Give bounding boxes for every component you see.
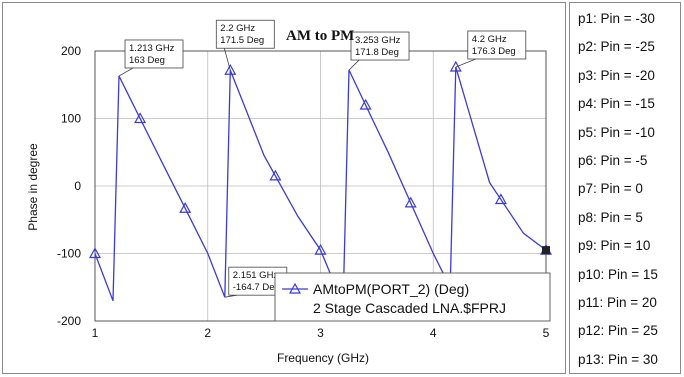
sweep-label-item: p9: Pin = 10 <box>578 238 651 254</box>
sweep-label-item: p2: Pin = -25 <box>578 39 655 55</box>
series-marker <box>314 243 327 255</box>
sweep-label-item: p10: Pin = 15 <box>578 266 658 282</box>
x-tick-label: 2 <box>204 326 211 340</box>
sweep-label-item: p5: Pin = -10 <box>578 124 655 140</box>
x-tick-label: 3 <box>317 326 324 340</box>
sweep-label-item: p13: Pin = 30 <box>578 351 658 367</box>
annotation-leader <box>348 59 360 71</box>
annotation-phase: 171.5 Deg <box>220 35 264 46</box>
sweep-label-item: p7: Pin = 0 <box>578 181 643 197</box>
annotation-box <box>350 31 410 61</box>
annotation-leader <box>118 67 134 77</box>
annotation-phase: 171.8 Deg <box>355 47 399 58</box>
annotation-frequency: 2.151 GHz <box>233 270 279 281</box>
series-line <box>94 66 547 305</box>
sweep-label-item: p11: Pin = 20 <box>578 295 657 310</box>
annotation-phase: -164.7 Deg <box>233 282 280 293</box>
sweep-label-item: p3: Pin = -20 <box>578 67 655 83</box>
series-marker <box>134 112 147 124</box>
chart-legend: AMtoPM(PORT_2) (Deg) 2 Stage Cascaded LN… <box>274 272 551 322</box>
x-axis-label: Frequency (GHz) <box>277 351 369 365</box>
annotation-box <box>124 39 184 69</box>
annotation-phase: 163 Deg <box>129 55 165 66</box>
series-marker <box>224 64 237 75</box>
series-marker <box>359 98 372 110</box>
annotation-phase: 176.3 Deg <box>472 46 516 57</box>
y-tick-label: 100 <box>61 112 81 126</box>
annotation-leader <box>455 58 476 68</box>
sweep-parameter-panel: p1: Pin = -30 p2: Pin = -25 p3: Pin = -20 p… <box>569 2 681 374</box>
annotation-box <box>467 30 527 60</box>
series-marker <box>88 247 102 259</box>
legend-series-name: AMtoPM(PORT_2) (Deg) <box>313 281 469 297</box>
sweep-label-item: p1: Pin = -30 <box>578 11 655 26</box>
y-tick-label: 0 <box>74 179 81 193</box>
x-tick-label: 4 <box>430 326 437 340</box>
end-point-marker <box>542 246 550 255</box>
series-marker <box>494 193 507 205</box>
annotation-frequency: 4.2 GHz <box>472 34 507 45</box>
series-marker <box>449 60 462 72</box>
sweep-label-item: p8: Pin = 5 <box>578 209 643 225</box>
annotation-frequency: 2.2 GHz <box>220 23 255 34</box>
legend-series-source: 2 Stage Cascaded LNA.$FPRJ <box>313 300 506 316</box>
x-tick-label: 1 <box>92 326 99 340</box>
legend-marker-icon <box>288 282 302 294</box>
y-tick-label: 200 <box>61 44 81 58</box>
annotation-leader <box>223 48 231 71</box>
series-marker <box>269 169 282 181</box>
y-axis-label: Phase in degree <box>26 143 40 231</box>
annotation-frequency: 3.253 GHz <box>355 35 401 46</box>
sweep-label-item: p6: Pin = -5 <box>578 153 648 168</box>
chart-title: AM to PM <box>286 28 354 44</box>
x-tick-label: 5 <box>543 326 550 340</box>
plot-frame: 1 2 3 4 5 200 100 0 -100 -200 1.213 GHz 163 Deg 2.2… <box>2 2 566 374</box>
sweep-label-item: p12: Pin = 25 <box>578 323 658 339</box>
sweep-label-item: p4: Pin = -15 <box>578 96 655 112</box>
y-tick-label: -200 <box>57 314 81 328</box>
annotation-box <box>215 19 275 49</box>
y-tick-label: -100 <box>57 247 81 261</box>
series-marker <box>179 202 192 213</box>
annotation-frequency: 1.213 GHz <box>129 43 175 54</box>
series-marker <box>404 196 417 208</box>
